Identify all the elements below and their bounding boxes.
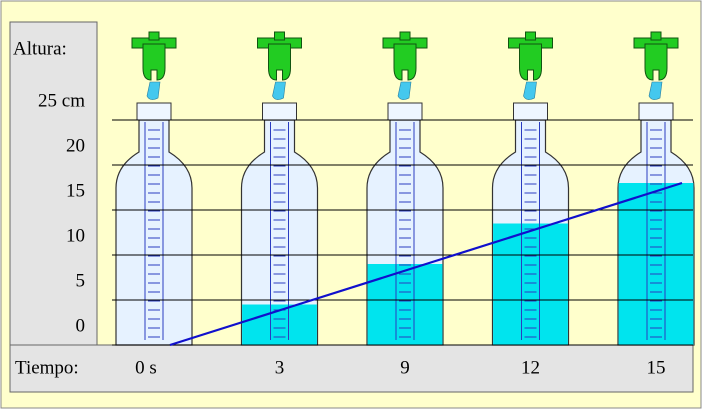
x-tick-label: 0 s <box>135 357 157 378</box>
y-tick-label: 5 <box>76 270 86 291</box>
x-tick-label: 12 <box>521 357 540 378</box>
y-tick-label: 0 <box>76 315 86 336</box>
y-tick-label: 15 <box>66 180 85 201</box>
bottle-cap <box>514 103 548 120</box>
bottle-cap <box>388 103 422 120</box>
y-tick-label: 10 <box>66 225 85 246</box>
x-tick-label: 9 <box>400 357 410 378</box>
bottle-cap <box>639 103 673 120</box>
water <box>368 264 443 345</box>
tap-knob <box>275 32 285 40</box>
y-tick-label: 20 <box>66 135 85 156</box>
page: Altura: Tiempo: 0 s3912150510152025 cm (… <box>0 0 703 415</box>
x-axis-label: Tiempo: <box>15 357 79 378</box>
x-tick-label: 15 <box>647 357 666 378</box>
tap-knob <box>651 32 661 40</box>
water <box>493 224 568 346</box>
chart: Altura: Tiempo: 0 s 3 9 12 15 0 5 10 15 20 25 cm <box>0 0 703 410</box>
x-tick-label: 3 <box>275 357 285 378</box>
tap-knob <box>149 32 159 40</box>
water <box>619 183 694 345</box>
bottle-cap <box>137 103 171 120</box>
tap-knob <box>400 32 410 40</box>
tap-knob <box>526 32 536 40</box>
y-tick-label: 25 cm <box>38 90 85 111</box>
bottle-cap <box>263 103 297 120</box>
x-panel <box>10 345 693 392</box>
y-axis-label: Altura: <box>13 38 67 59</box>
